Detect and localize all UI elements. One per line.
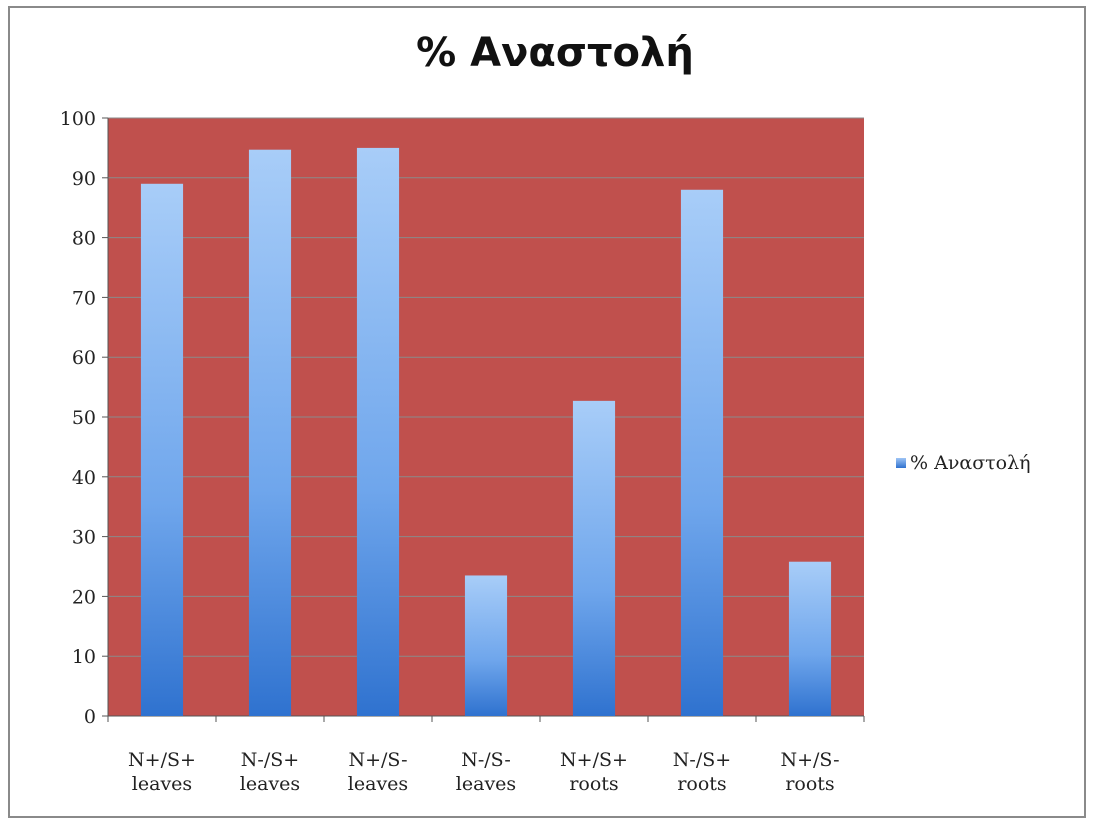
y-tick-label: 40 (72, 467, 96, 489)
legend-swatch (896, 458, 906, 468)
x-category-label: leaves (348, 773, 408, 795)
legend-label: % Αναστολή (910, 452, 1031, 474)
y-tick-label: 0 (84, 706, 96, 728)
x-category-label: roots (785, 773, 834, 795)
legend: % Αναστολή (896, 452, 1031, 474)
x-category-label: N+/S- (780, 749, 839, 771)
x-category-label: leaves (240, 773, 300, 795)
y-tick-label: 30 (72, 527, 96, 549)
bar (680, 189, 724, 716)
y-tick-label: 90 (72, 168, 96, 190)
x-category-label: N-/S- (461, 749, 511, 771)
bar (464, 575, 508, 716)
bar (572, 400, 616, 716)
x-category-label: leaves (456, 773, 516, 795)
bar (356, 147, 400, 716)
bar (788, 561, 832, 716)
y-tick-label: 80 (72, 228, 96, 250)
x-category-label: roots (569, 773, 618, 795)
x-category-label: roots (677, 773, 726, 795)
y-tick-label: 70 (72, 287, 96, 309)
x-category-label: N+/S+ (560, 749, 628, 771)
x-category-label: leaves (132, 773, 192, 795)
bar (140, 183, 184, 716)
x-category-label: N+/S+ (128, 749, 196, 771)
y-tick-label: 10 (72, 646, 96, 668)
y-tick-label: 60 (72, 347, 96, 369)
y-tick-label: 50 (72, 407, 96, 429)
chart-title: % Αναστολή (416, 30, 694, 76)
bar (248, 149, 292, 717)
y-tick-label: 100 (60, 108, 96, 130)
x-category-label: N+/S- (348, 749, 407, 771)
x-category-label: N-/S+ (241, 749, 299, 771)
y-tick-label: 20 (72, 586, 96, 608)
x-category-label: N-/S+ (673, 749, 731, 771)
